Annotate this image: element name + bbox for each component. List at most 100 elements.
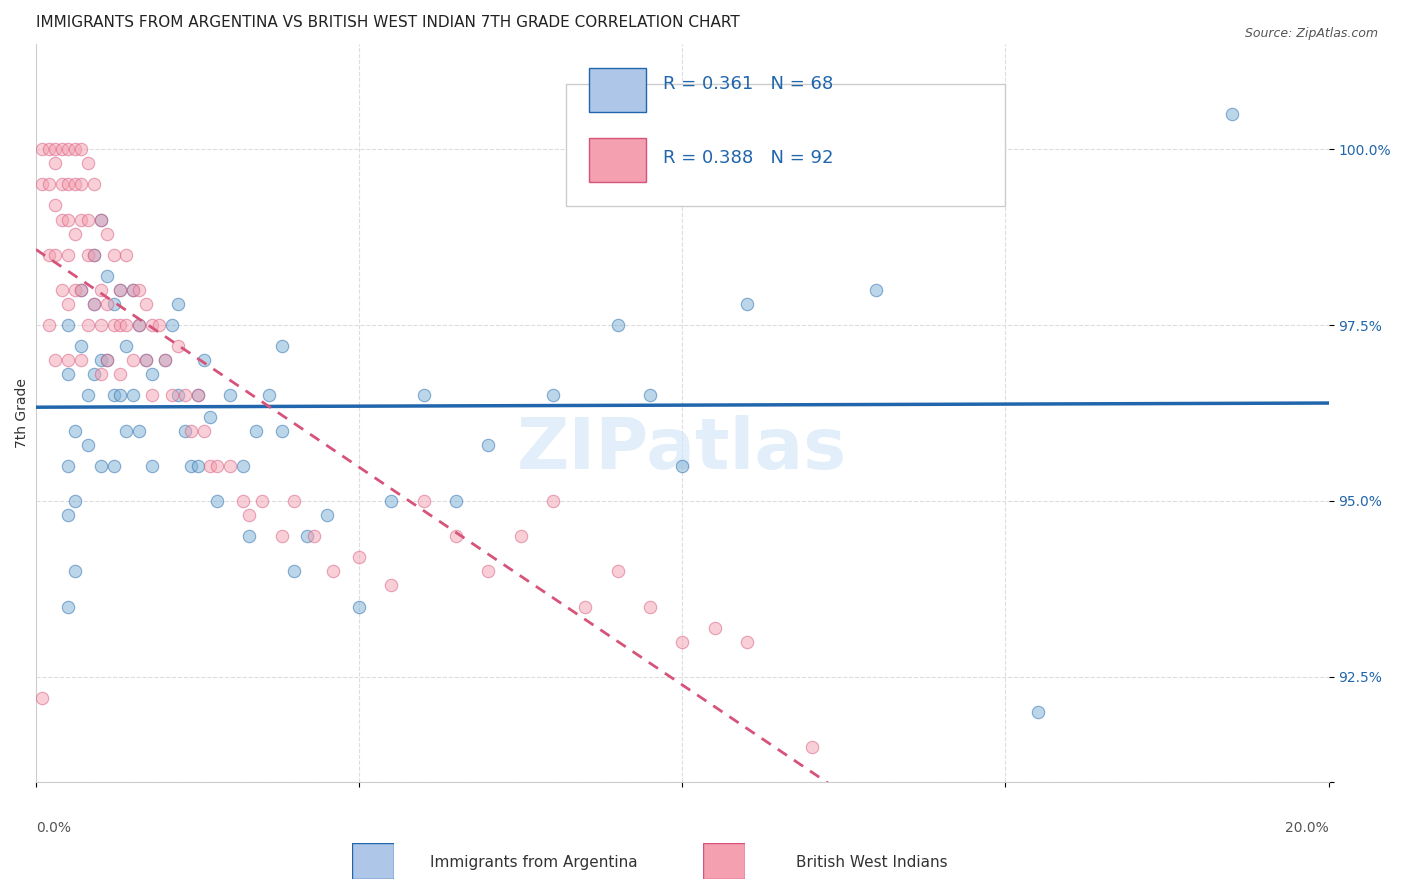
Point (83, 368, 105, 382)
Point (128, 318, 150, 332)
FancyBboxPatch shape (589, 68, 647, 112)
Point (412, 494, 434, 508)
Point (122, 388, 145, 402)
Point (671, 634, 693, 648)
Point (63, 142, 86, 156)
Point (63, 178, 86, 192)
Point (58, 508, 80, 522)
Point (477, 438, 499, 452)
Point (115, 339, 138, 353)
Point (735, 634, 758, 648)
Point (58, 178, 80, 192)
Y-axis label: 7th Grade: 7th Grade (15, 378, 30, 448)
Point (541, 494, 564, 508)
Point (703, 621, 725, 635)
Point (76, 318, 98, 332)
Point (193, 353, 215, 368)
Point (541, 388, 564, 402)
Point (315, 508, 337, 522)
Point (180, 424, 202, 438)
Point (31, 142, 53, 156)
Point (167, 388, 190, 402)
Point (232, 494, 254, 508)
Point (200, 458, 222, 473)
Point (671, 458, 693, 473)
Point (58, 142, 80, 156)
Point (865, 283, 887, 297)
Point (70, 339, 93, 353)
Point (115, 424, 138, 438)
Point (103, 318, 125, 332)
Point (90, 458, 112, 473)
Point (122, 283, 145, 297)
Point (70, 353, 93, 368)
Point (347, 599, 370, 614)
Point (283, 565, 305, 579)
Point (90, 368, 112, 382)
Point (380, 494, 402, 508)
Point (63, 494, 86, 508)
Point (115, 248, 138, 262)
Point (108, 283, 131, 297)
Point (232, 458, 254, 473)
Point (96, 268, 118, 283)
Point (103, 297, 125, 311)
Point (90, 353, 112, 368)
Point (96, 353, 118, 368)
Point (347, 550, 370, 565)
Point (103, 458, 125, 473)
Point (63, 424, 86, 438)
Text: ZIPatlas: ZIPatlas (517, 416, 848, 484)
Point (103, 388, 125, 402)
Point (38, 178, 60, 192)
Text: British West Indians: British West Indians (796, 855, 948, 870)
Point (238, 508, 260, 522)
Point (1220, 107, 1243, 121)
Point (38, 248, 60, 262)
Point (70, 283, 93, 297)
Point (90, 212, 112, 227)
Point (83, 297, 105, 311)
Point (606, 565, 628, 579)
Point (108, 388, 131, 402)
Point (135, 297, 157, 311)
Point (477, 565, 499, 579)
Point (322, 565, 344, 579)
Point (412, 388, 434, 402)
Point (58, 353, 80, 368)
Point (44, 248, 66, 262)
Point (90, 318, 112, 332)
Point (96, 353, 118, 368)
Point (58, 212, 80, 227)
Point (186, 388, 208, 402)
Point (70, 283, 93, 297)
Point (115, 318, 138, 332)
Point (180, 458, 202, 473)
Point (186, 388, 208, 402)
FancyBboxPatch shape (567, 85, 1005, 206)
Text: IMMIGRANTS FROM ARGENTINA VS BRITISH WEST INDIAN 7TH GRADE CORRELATION CHART: IMMIGRANTS FROM ARGENTINA VS BRITISH WES… (37, 15, 740, 30)
FancyBboxPatch shape (589, 138, 647, 182)
Point (155, 353, 177, 368)
Text: 0.0%: 0.0% (37, 822, 70, 835)
Point (90, 283, 112, 297)
Point (51, 178, 73, 192)
Point (200, 409, 222, 424)
Text: 20.0%: 20.0% (1285, 822, 1329, 835)
Point (167, 297, 190, 311)
Point (245, 424, 267, 438)
Point (76, 248, 98, 262)
Point (128, 283, 150, 297)
Point (108, 283, 131, 297)
Point (270, 424, 292, 438)
Point (238, 529, 260, 543)
Point (31, 691, 53, 706)
Point (160, 318, 183, 332)
Point (63, 283, 86, 297)
Point (38, 318, 60, 332)
Point (218, 388, 240, 402)
Point (63, 227, 86, 241)
Point (76, 388, 98, 402)
Point (83, 178, 105, 192)
Point (218, 458, 240, 473)
